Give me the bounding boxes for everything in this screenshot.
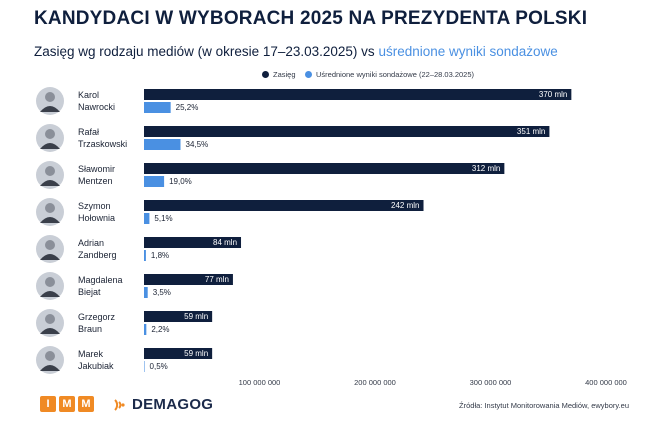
avatar-head <box>45 92 55 102</box>
candidate-last-name: Braun <box>78 324 102 334</box>
bar-sondaz <box>144 102 171 113</box>
bar-label-sondaz: 0,5% <box>150 362 168 371</box>
avatar-head <box>45 166 55 176</box>
demagog-icon <box>114 398 125 411</box>
avatar-head <box>45 314 55 324</box>
demagog-wordmark: DEMAGOG <box>132 396 214 413</box>
bar-label-sondaz: 2,2% <box>151 325 169 334</box>
candidate-last-name: Trzaskowski <box>78 139 127 149</box>
candidate-first-name: Marek <box>78 349 104 359</box>
bar-sondaz <box>144 361 145 372</box>
legend-dot-sondaze <box>305 71 312 78</box>
legend-item-sondaze: Uśrednione wyniki sondażowe (22–28.03.20… <box>305 70 474 79</box>
subtitle-highlight: uśrednione wyniki sondażowe <box>378 44 558 59</box>
candidate-last-name: Jakubiak <box>78 361 114 371</box>
candidate-first-name: Grzegorz <box>78 312 116 322</box>
candidate-last-name: Hołownia <box>78 213 115 223</box>
legend-label-sondaze: Uśrednione wyniki sondażowe (22–28.03.20… <box>316 70 475 79</box>
avatar-body <box>40 106 60 112</box>
bar-label-sondaz: 3,5% <box>153 288 171 297</box>
imm-logo-letter: I <box>40 396 56 412</box>
bar-label-sondaz: 19,0% <box>169 177 192 186</box>
candidate-first-name: Karol <box>78 90 99 100</box>
bar-zasieg <box>144 126 550 137</box>
bar-zasieg <box>144 348 213 359</box>
avatar-body <box>40 143 60 149</box>
bar-label-zasieg: 312 mln <box>472 164 500 173</box>
x-tick-label: 400 000 000 <box>585 378 627 387</box>
bar-zasieg <box>144 274 233 285</box>
avatar-body <box>40 365 60 371</box>
bar-sondaz <box>144 176 165 187</box>
imm-logo-letter: M <box>78 396 94 412</box>
bar-label-sondaz: 5,1% <box>154 214 172 223</box>
candidate-first-name: Szymon <box>78 201 111 211</box>
avatar-head <box>45 129 55 139</box>
candidate-last-name: Nawrocki <box>78 102 115 112</box>
bar-label-sondaz: 1,8% <box>151 251 169 260</box>
imm-logo: I M M <box>40 396 94 412</box>
bar-label-sondaz: 34,5% <box>186 140 209 149</box>
chart-subtitle: Zasięg wg rodzaju mediów (w okresie 17–2… <box>34 44 558 59</box>
x-tick-label: 200 000 000 <box>354 378 396 387</box>
avatar-body <box>40 254 60 260</box>
avatar-head <box>45 203 55 213</box>
bar-label-zasieg: 84 mln <box>213 238 237 247</box>
bar-sondaz <box>144 213 150 224</box>
candidate-last-name: Mentzen <box>78 176 113 186</box>
legend-label-zasieg: Zasięg <box>273 70 296 79</box>
imm-logo-letter: M <box>59 396 75 412</box>
candidate-first-name: Rafał <box>78 127 99 137</box>
bar-zasieg <box>144 311 213 322</box>
bar-zasieg <box>144 163 505 174</box>
avatar-body <box>40 328 60 334</box>
x-tick-label: 100 000 000 <box>239 378 281 387</box>
candidate-first-name: Sławomir <box>78 164 115 174</box>
x-tick-label: 300 000 000 <box>470 378 512 387</box>
bar-label-zasieg: 370 mln <box>539 90 567 99</box>
bar-zasieg <box>144 89 572 100</box>
bar-sondaz <box>144 250 146 261</box>
candidate-first-name: Magdalena <box>78 275 123 285</box>
avatar-head <box>45 351 55 361</box>
avatar-body <box>40 180 60 186</box>
avatar-body <box>40 217 60 223</box>
source-note: Źródła: Instytut Monitorowania Mediów, e… <box>459 401 629 410</box>
bar-label-zasieg: 59 mln <box>184 349 208 358</box>
avatar-head <box>45 240 55 250</box>
chart-title: KANDYDACI W WYBORACH 2025 NA PREZYDENTA … <box>34 8 588 29</box>
bar-label-zasieg: 59 mln <box>184 312 208 321</box>
avatar-head <box>45 277 55 287</box>
candidate-last-name: Zandberg <box>78 250 117 260</box>
legend-dot-zasieg <box>262 71 269 78</box>
bar-zasieg <box>144 237 242 248</box>
bar-sondaz <box>144 287 148 298</box>
avatar-body <box>40 291 60 297</box>
bar-label-zasieg: 242 mln <box>391 201 419 210</box>
subtitle-main: Zasięg wg rodzaju mediów (w okresie 17–2… <box>34 44 379 59</box>
bar-zasieg <box>144 200 424 211</box>
legend-item-zasieg: Zasięg <box>262 70 296 79</box>
bar-sondaz <box>144 139 181 150</box>
candidate-last-name: Biejat <box>78 287 101 297</box>
candidate-first-name: Adrian <box>78 238 104 248</box>
demagog-logo: DEMAGOG <box>112 396 213 413</box>
bar-label-zasieg: 351 mln <box>517 127 545 136</box>
bar-label-sondaz: 25,2% <box>176 103 199 112</box>
bar-label-zasieg: 77 mln <box>205 275 229 284</box>
bar-sondaz <box>144 324 147 335</box>
